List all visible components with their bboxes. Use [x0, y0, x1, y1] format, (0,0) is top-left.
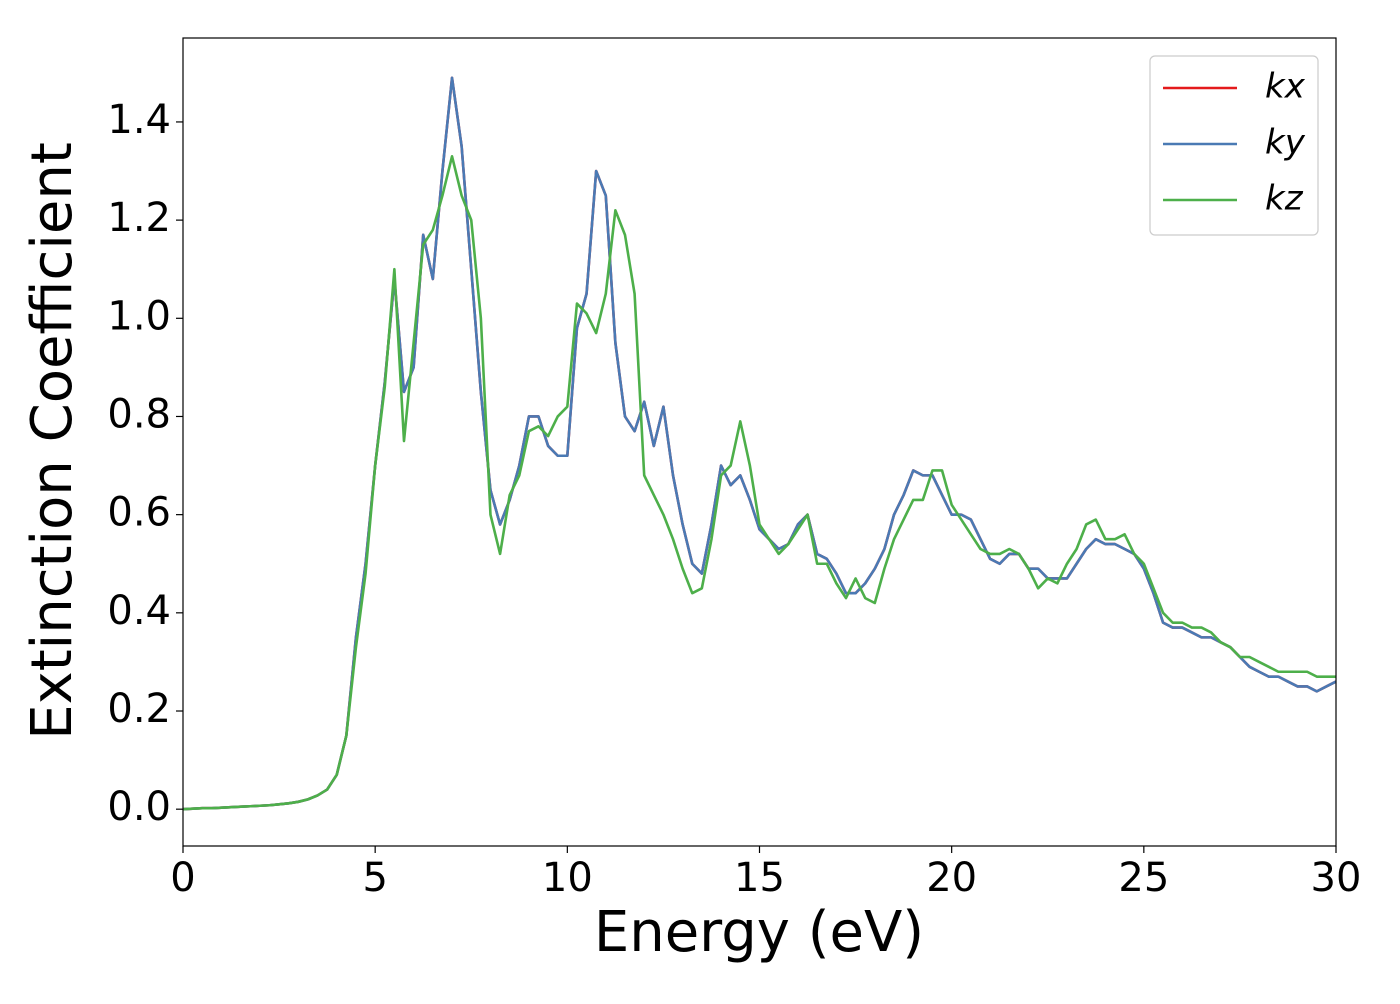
legend-label: ky: [1265, 123, 1306, 163]
y-tick-label: 0.4: [107, 588, 171, 634]
legend-label: kz: [1265, 179, 1304, 219]
x-tick-label: 10: [542, 855, 593, 901]
y-tick-label: 1.4: [107, 97, 171, 143]
x-axis-label: Energy (eV): [594, 900, 924, 965]
x-tick-label: 20: [926, 855, 977, 901]
legend-box: [1149, 55, 1319, 236]
y-tick-label: 1.2: [107, 195, 171, 241]
y-tick-label: 0.6: [107, 490, 171, 536]
x-tick-label: 0: [170, 855, 195, 901]
y-tick-label: 0.8: [107, 391, 171, 437]
x-tick-label: 15: [734, 855, 785, 901]
y-tick-label: 1.0: [107, 293, 171, 339]
x-tick-label: 30: [1311, 855, 1362, 901]
y-tick-label: 0.2: [107, 686, 171, 732]
y-axis-label: Extinction Coefficient: [20, 142, 85, 740]
y-tick-label: 0.0: [107, 784, 171, 830]
x-tick-label: 5: [362, 855, 387, 901]
data-line: [182, 155, 1336, 811]
legend-label: kx: [1265, 67, 1306, 107]
plot-frame: [182, 37, 1337, 847]
x-tick-label: 25: [1118, 855, 1169, 901]
